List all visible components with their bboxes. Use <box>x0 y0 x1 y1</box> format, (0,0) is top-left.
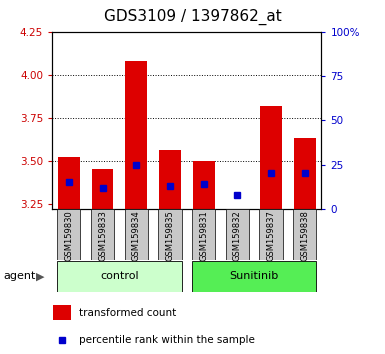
Bar <box>192 261 316 292</box>
Bar <box>293 209 316 260</box>
Bar <box>53 305 71 320</box>
Bar <box>125 209 148 260</box>
Text: agent: agent <box>4 272 36 281</box>
Bar <box>226 209 249 260</box>
Text: GSM159838: GSM159838 <box>300 210 309 261</box>
Bar <box>192 209 215 260</box>
Bar <box>57 209 80 260</box>
Text: GSM159835: GSM159835 <box>166 210 174 261</box>
Text: GSM159831: GSM159831 <box>199 210 208 261</box>
Bar <box>260 106 282 209</box>
Bar <box>91 209 114 260</box>
Bar <box>159 150 181 209</box>
Text: GSM159830: GSM159830 <box>64 210 73 261</box>
Text: Sunitinib: Sunitinib <box>229 272 279 281</box>
Text: GSM159837: GSM159837 <box>266 210 275 261</box>
Bar <box>192 161 214 209</box>
Bar <box>58 157 80 209</box>
Bar <box>57 261 181 292</box>
Bar <box>259 209 283 260</box>
Text: GDS3109 / 1397862_at: GDS3109 / 1397862_at <box>104 9 281 25</box>
Text: transformed count: transformed count <box>79 308 176 318</box>
Text: percentile rank within the sample: percentile rank within the sample <box>79 335 255 345</box>
Bar <box>125 61 147 209</box>
Bar <box>158 209 181 260</box>
Bar <box>294 138 316 209</box>
Text: GSM159833: GSM159833 <box>98 210 107 261</box>
Bar <box>92 169 114 209</box>
Text: control: control <box>100 272 139 281</box>
Text: GSM159834: GSM159834 <box>132 210 141 261</box>
Text: ▶: ▶ <box>36 272 45 281</box>
Text: GSM159832: GSM159832 <box>233 210 242 261</box>
